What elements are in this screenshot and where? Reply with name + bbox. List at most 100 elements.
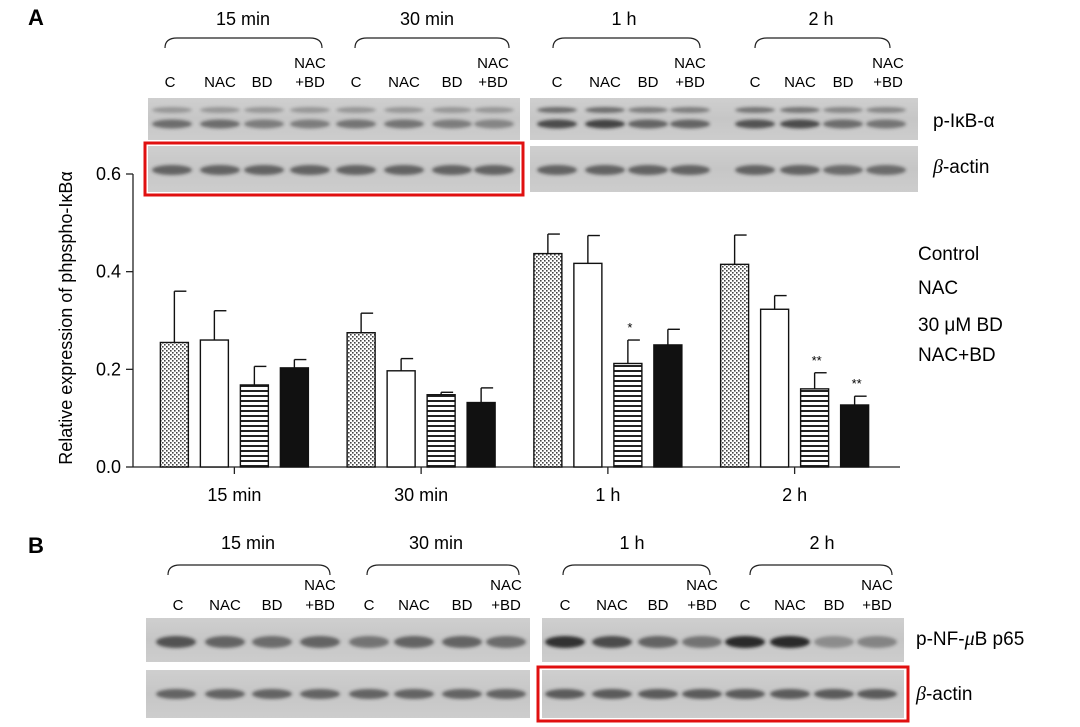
- blot-band: [537, 107, 577, 113]
- panel-a-highlight-box: [143, 141, 525, 197]
- blot-band: [585, 165, 625, 175]
- panel-b-bracket-2h: [749, 564, 893, 576]
- y-tick-label: 0.0: [96, 457, 121, 477]
- blot-band: [823, 107, 863, 113]
- panel-b-time-label-2h: 2 h: [809, 533, 834, 553]
- blot-band: [537, 119, 577, 129]
- panel-b-letter: B: [28, 533, 44, 558]
- blot-band: [857, 636, 897, 648]
- panel-b-blot-label-top: p-NF-μB p65: [916, 628, 1024, 650]
- panel-a-blot-label-top: p-IκB-α: [933, 111, 995, 132]
- blot-band: [290, 107, 330, 113]
- panel-b-blot-label-bottom-beta: β: [915, 683, 926, 705]
- legend-label: Control: [918, 244, 979, 265]
- panel-b-blot-label-top-prefix: p-NF-: [916, 629, 965, 650]
- blot-band: [725, 636, 765, 648]
- panel-b-lane-label: +BD: [491, 597, 521, 614]
- blot-band: [585, 119, 625, 129]
- bar: [346, 332, 376, 468]
- blot-band: [823, 165, 863, 175]
- panel-b-time-labels: 15 min 30 min 1 h 2 h: [221, 533, 835, 553]
- bar: [799, 388, 830, 468]
- bar: [466, 401, 496, 468]
- blot-band: [384, 119, 424, 129]
- panel-a-brackets: [164, 37, 891, 49]
- blot-band: [205, 636, 245, 648]
- x-tick-label: 30 min: [394, 485, 448, 505]
- panel-b-bracket-30min: [366, 564, 520, 576]
- blot-band: [670, 165, 710, 175]
- panel-a-lane-label: NAC: [589, 74, 621, 91]
- panel-b-lane-label: NAC: [209, 597, 241, 614]
- panel-a-top-blot-left: [148, 98, 520, 140]
- x-axis: 15 min 30 min 1 h 2 h: [133, 466, 900, 505]
- blot-band: [200, 119, 240, 129]
- blot-band: [156, 636, 196, 648]
- panel-b-brackets: [167, 564, 893, 576]
- bar: [199, 339, 230, 468]
- x-tick-label: 15 min: [207, 485, 261, 505]
- panel-b-blot-label-bottom-actin: -actin: [926, 684, 972, 705]
- blot-band: [474, 119, 514, 129]
- blot-band: [300, 689, 340, 699]
- panel-b-lane-label: NAC: [398, 597, 430, 614]
- blot-band: [628, 107, 668, 113]
- blot-band: [152, 165, 192, 175]
- panel-a-lane-label: NAC: [674, 55, 706, 72]
- blot-band: [349, 636, 389, 648]
- panel-a-lane-label: +BD: [295, 74, 325, 91]
- panel-b-blots: [146, 618, 910, 723]
- bar: [719, 263, 750, 468]
- blot-band: [592, 689, 632, 699]
- blot-band: [252, 689, 292, 699]
- panel-a-lane-label: C: [165, 74, 176, 91]
- panel-a-lane-label: NAC: [477, 55, 509, 72]
- significance-label: **: [812, 353, 822, 368]
- significance-label: **: [852, 376, 862, 391]
- blot-band: [394, 689, 434, 699]
- panel-a-lane-label: +BD: [478, 74, 508, 91]
- panel-a-bracket-15min: [164, 37, 323, 49]
- blot-band: [866, 107, 906, 113]
- bar: [573, 262, 603, 468]
- bar: [239, 384, 270, 468]
- blot-band: [432, 119, 472, 129]
- blot-band: [200, 165, 240, 175]
- panel-a-blot-label-bottom: β-actin: [932, 156, 989, 178]
- panel-a-blot-label-bottom-beta: β: [932, 156, 943, 178]
- blot-band: [823, 119, 863, 129]
- panel-a-letter: A: [28, 5, 44, 30]
- blot-band: [384, 107, 424, 113]
- panel-b-lane-label: NAC: [304, 577, 336, 594]
- blot-band: [770, 636, 810, 648]
- panel-a-lane-label: BD: [252, 74, 273, 91]
- blot-band: [545, 636, 585, 648]
- panel-a-top-blot-right: [530, 98, 918, 140]
- panel-b-time-label-15min: 15 min: [221, 533, 275, 553]
- blot-band: [152, 107, 192, 113]
- blot-band: [474, 165, 514, 175]
- panel-a-lane-label: BD: [638, 74, 659, 91]
- panel-a-lane-labels: C NAC BD NAC +BD C NAC BD NAC +BD C NAC BD NAC +BD C NAC…: [165, 55, 904, 91]
- panel-b-lane-label: BD: [648, 597, 669, 614]
- panel-a-time-label-15min: 15 min: [216, 9, 270, 29]
- blot-band: [814, 689, 854, 699]
- panel-b-lane-label: BD: [824, 597, 845, 614]
- blot-band: [290, 119, 330, 129]
- blot-band: [628, 165, 668, 175]
- blot-band: [290, 165, 330, 175]
- blot-band: [638, 636, 678, 648]
- panel-b-lane-label: C: [560, 597, 571, 614]
- bar-chart: Relative expression of phpspho-IκBα 0.00…: [56, 164, 1003, 505]
- blot-band: [336, 119, 376, 129]
- panel-a-lane-label: BD: [833, 74, 854, 91]
- blot-band: [682, 689, 722, 699]
- panel-a-time-labels: 15 min 30 min 1 h 2 h: [216, 9, 834, 29]
- blot-band: [857, 689, 897, 699]
- blot-band: [442, 636, 482, 648]
- y-axis-title: Relative expression of phpspho-IκBα: [56, 171, 76, 465]
- blot-band: [628, 119, 668, 129]
- blot-band: [349, 689, 389, 699]
- bar: [159, 341, 190, 468]
- blot-band: [866, 165, 906, 175]
